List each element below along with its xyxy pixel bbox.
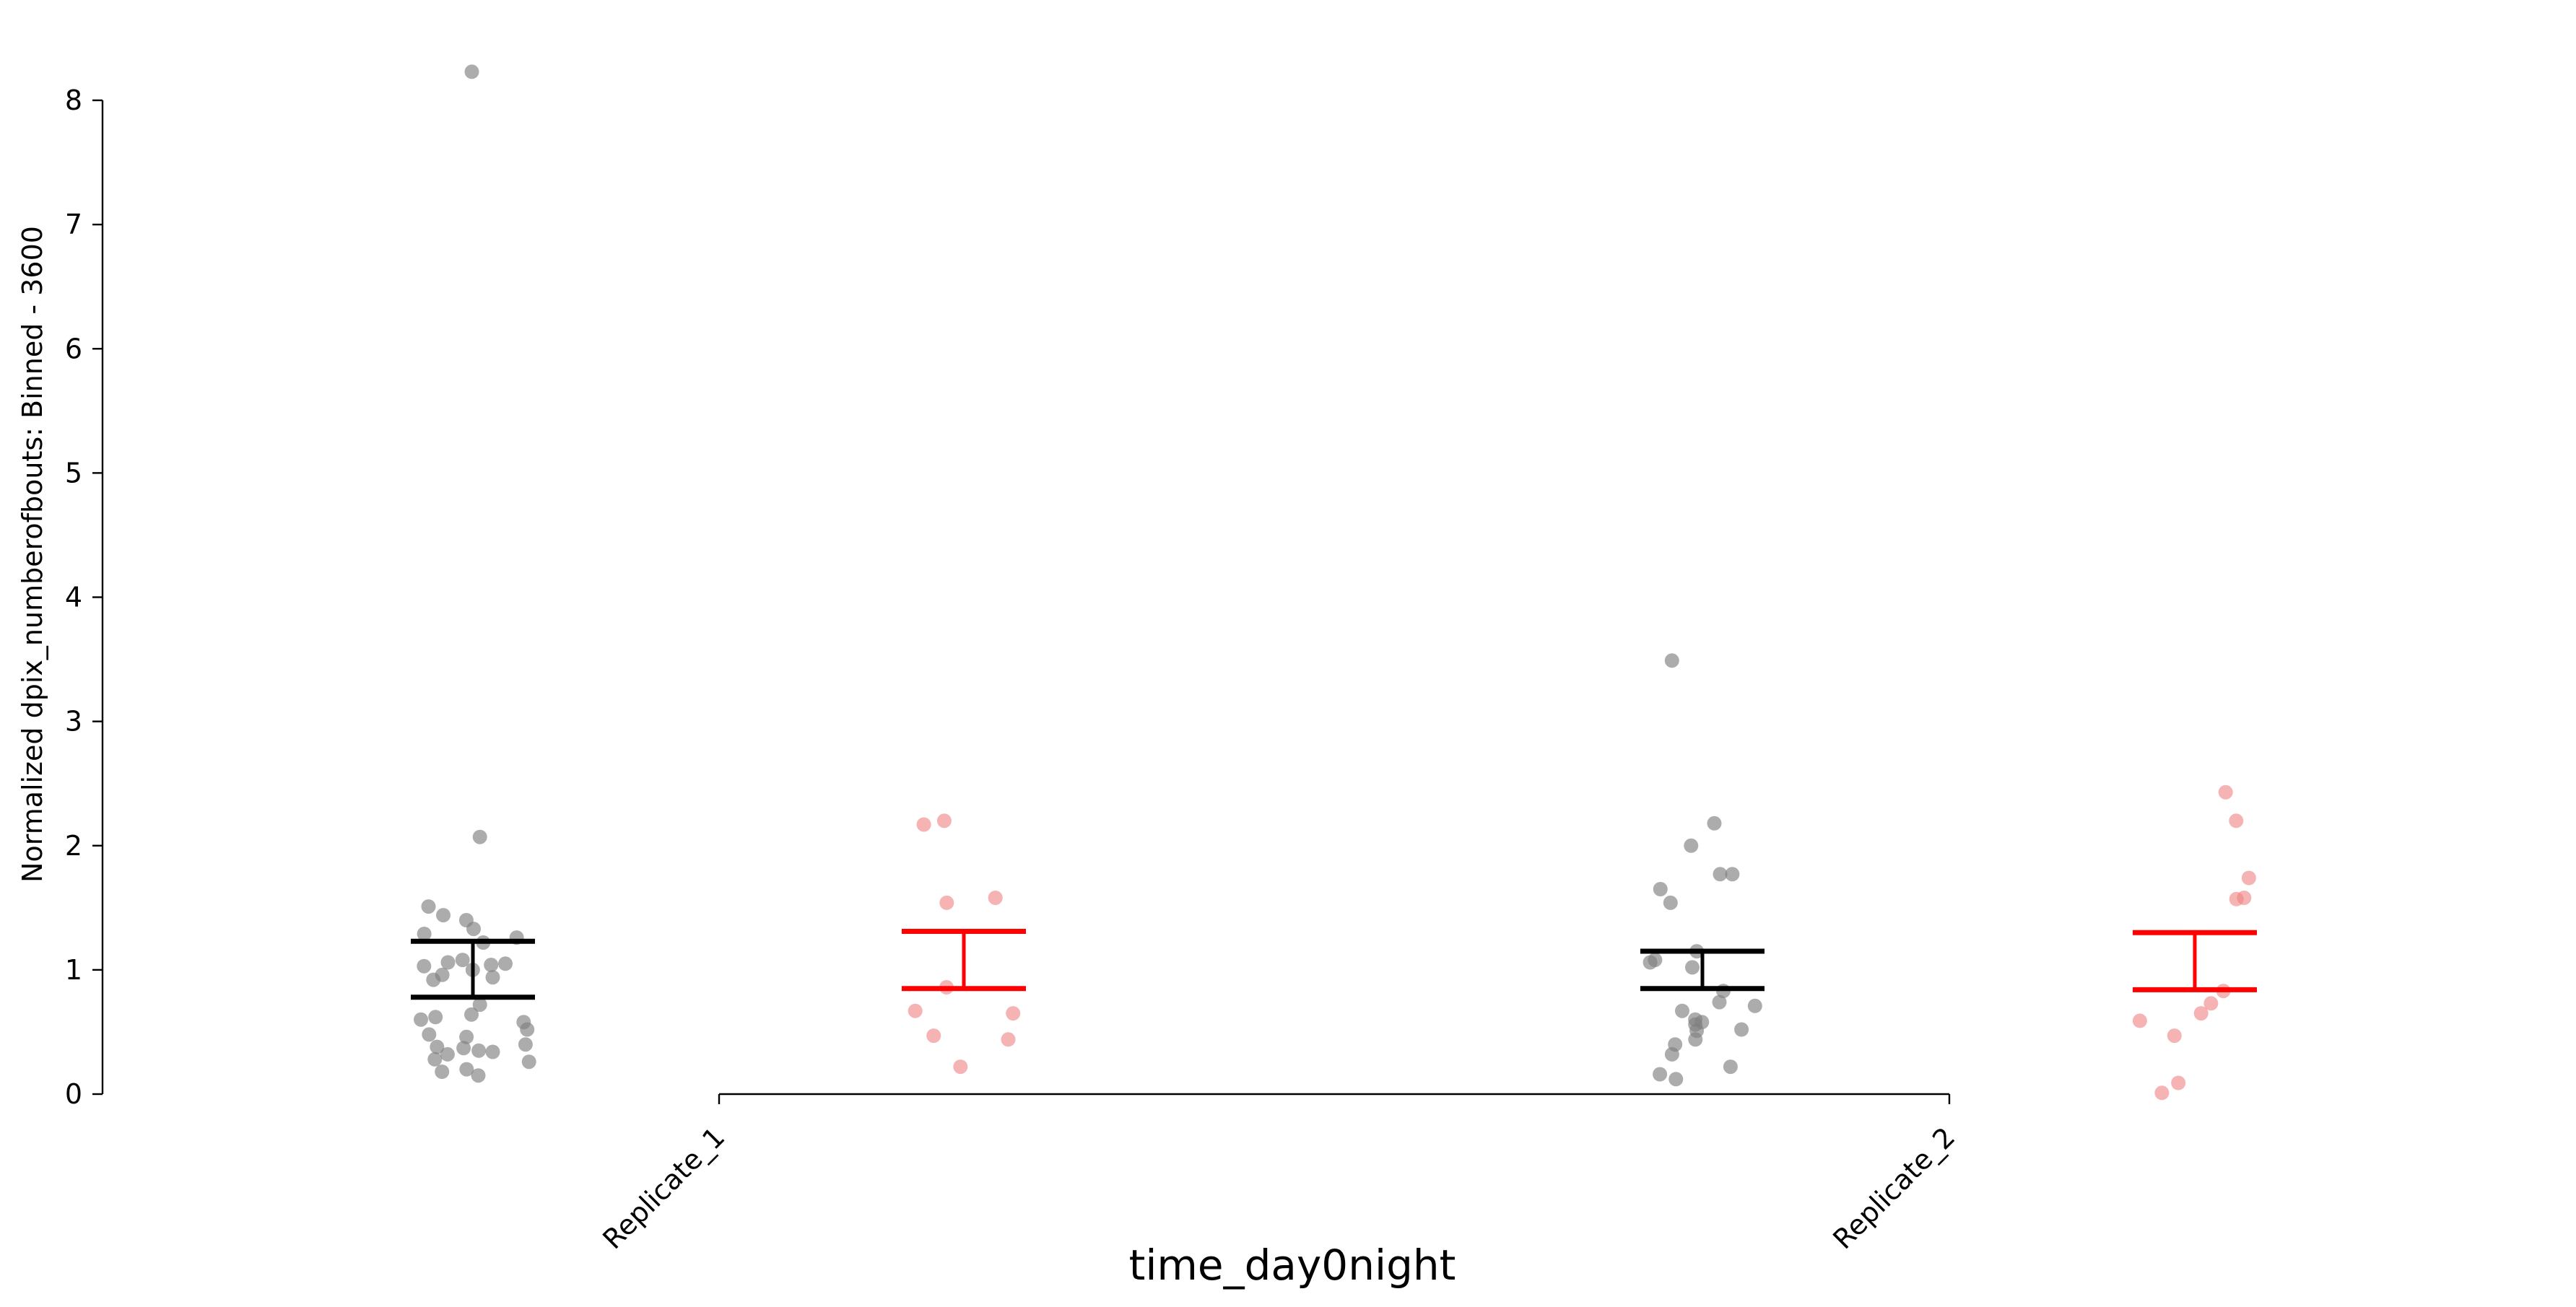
data-point — [2154, 1085, 2170, 1101]
x-axis-label: time_day0night — [1129, 1241, 1456, 1290]
error-bars — [411, 929, 2257, 1000]
data-point — [2167, 1028, 2182, 1044]
y-tick-label: 4 — [65, 582, 82, 613]
data-point — [472, 829, 487, 844]
data-point — [1664, 1046, 1679, 1062]
data-point — [440, 955, 456, 970]
data-point — [1001, 1032, 1016, 1047]
data-point — [518, 1037, 533, 1052]
y-axis-label: Normalized dpix_numberofbouts: Binned - … — [17, 226, 48, 883]
data-point — [1653, 882, 1668, 896]
data-point — [1642, 955, 1658, 970]
data-point — [908, 1003, 923, 1018]
data-point — [2171, 1075, 2186, 1090]
data-point — [1688, 1032, 1703, 1047]
data-point — [485, 970, 500, 985]
data-point — [1713, 867, 1728, 882]
data-point — [459, 1029, 474, 1044]
data-point — [520, 1022, 535, 1037]
y-tick-label: 2 — [65, 830, 82, 862]
data-point — [427, 1052, 443, 1067]
y-tick-label: 0 — [65, 1078, 82, 1110]
data-point — [464, 1007, 479, 1022]
x-tick-label: Replicate_1 — [596, 1121, 731, 1255]
data-point — [466, 922, 481, 937]
data-point — [1653, 1067, 1668, 1082]
data-point — [417, 958, 432, 974]
data-point — [1684, 838, 1699, 853]
data-point — [471, 1068, 486, 1083]
data-point — [430, 1039, 445, 1054]
y-tick-label: 1 — [65, 954, 82, 986]
data-point — [436, 908, 451, 923]
data-point — [1664, 653, 1679, 668]
y-tick-label: 5 — [65, 457, 82, 489]
data-point — [2193, 1006, 2209, 1021]
data-point — [498, 956, 513, 971]
data-point — [988, 891, 1003, 905]
data-point — [1725, 867, 1740, 882]
data-point — [456, 1041, 471, 1056]
data-point — [464, 64, 479, 79]
data-point — [1663, 895, 1678, 910]
data-point — [459, 1062, 474, 1077]
data-point — [2229, 891, 2244, 906]
data-point — [471, 1043, 487, 1058]
data-point — [485, 1044, 500, 1059]
data-point — [440, 1046, 455, 1062]
data-point — [2132, 1013, 2147, 1028]
data-point — [1006, 1006, 1021, 1021]
data-point — [414, 1012, 428, 1027]
data-point — [953, 1059, 968, 1075]
data-point — [936, 813, 952, 829]
data-point — [1747, 998, 1762, 1013]
data-point — [421, 899, 436, 914]
data-points — [414, 64, 2256, 1101]
data-point — [1734, 1022, 1749, 1037]
data-point — [422, 1027, 437, 1042]
data-point — [521, 1054, 536, 1070]
x-axis: Replicate_1 Replicate_2 — [596, 1093, 1961, 1255]
data-point — [1723, 1059, 1738, 1075]
y-tick-label: 8 — [65, 84, 82, 116]
data-point — [926, 1028, 941, 1044]
data-point — [1712, 995, 1727, 1010]
x-tick-label: Replicate_2 — [1827, 1121, 1961, 1255]
data-point — [435, 1065, 450, 1079]
data-point — [472, 997, 487, 1013]
y-tick-label: 3 — [65, 706, 82, 738]
data-point — [484, 958, 499, 972]
data-point — [2241, 870, 2256, 886]
y-axis: 0 1 2 3 4 5 6 7 8 — [65, 84, 104, 1110]
data-point — [916, 817, 931, 832]
data-point — [2203, 996, 2219, 1011]
data-point — [417, 927, 432, 941]
data-point — [1675, 1003, 1689, 1018]
data-point — [455, 953, 470, 968]
y-tick-label: 6 — [65, 333, 82, 364]
data-point — [2229, 813, 2244, 829]
data-point — [1685, 960, 1700, 975]
data-point — [428, 1010, 443, 1025]
data-point — [1707, 816, 1722, 831]
data-point — [2218, 784, 2233, 800]
data-point — [426, 972, 441, 987]
y-tick-label: 7 — [65, 209, 82, 240]
data-point — [1668, 1072, 1684, 1087]
data-point — [939, 895, 954, 910]
